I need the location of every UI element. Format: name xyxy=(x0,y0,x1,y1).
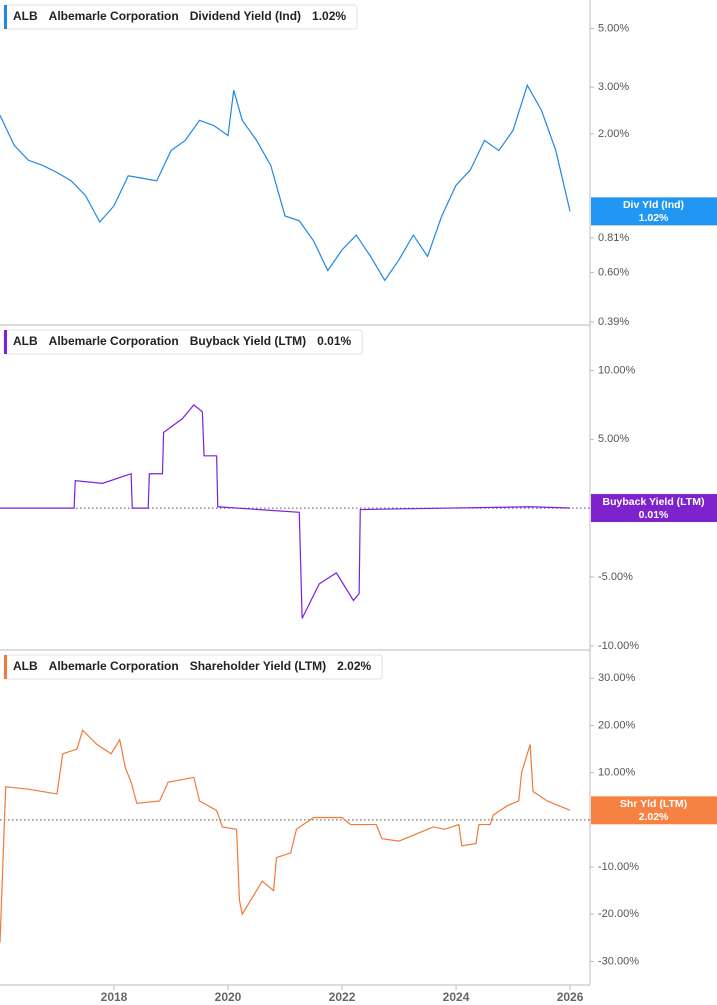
legend-value: 1.02% xyxy=(312,9,346,23)
value-tag-name: Div Yld (Ind) xyxy=(623,199,684,211)
value-tag xyxy=(591,796,717,825)
y-tick-label: 30.00% xyxy=(598,672,636,684)
y-tick-label: -10.00% xyxy=(598,640,639,652)
legend-ticker: ALB xyxy=(13,659,38,673)
y-tick-label: 0.81% xyxy=(598,232,629,244)
x-tick-label: 2024 xyxy=(443,990,470,1004)
legend-ticker: ALB xyxy=(13,9,38,23)
y-tick-label: -10.00% xyxy=(598,861,639,873)
y-tick-label: 10.00% xyxy=(598,767,636,779)
legend-series: Shareholder Yield (LTM) xyxy=(190,659,326,673)
y-tick-label: -5.00% xyxy=(598,571,633,583)
y-tick-label: 20.00% xyxy=(598,719,636,731)
y-tick-label: 0.60% xyxy=(598,266,629,278)
legend-value: 0.01% xyxy=(317,334,351,348)
legend-series: Buyback Yield (LTM) xyxy=(190,334,306,348)
value-tag-value: 2.02% xyxy=(639,811,669,823)
y-tick-label: -30.00% xyxy=(598,955,639,967)
x-tick-label: 2022 xyxy=(329,990,356,1004)
y-tick-label: 3.00% xyxy=(598,81,629,93)
series-line xyxy=(0,83,571,282)
value-tag xyxy=(591,197,717,226)
x-tick-label: 2020 xyxy=(215,990,242,1004)
legend-company: Albemarle Corporation xyxy=(49,659,179,673)
y-tick-label: 0.39% xyxy=(598,316,629,328)
y-tick-label: 5.00% xyxy=(598,433,629,445)
y-tick-label: -20.00% xyxy=(598,908,639,920)
legend-company: Albemarle Corporation xyxy=(49,334,179,348)
legend-swatch xyxy=(4,5,7,29)
legend-value: 2.02% xyxy=(337,659,371,673)
legend-swatch xyxy=(4,330,7,354)
legend-series: Dividend Yield (Ind) xyxy=(190,9,301,23)
value-tag-value: 1.02% xyxy=(639,212,669,224)
legend-ticker: ALB xyxy=(13,334,38,348)
y-tick-label: 10.00% xyxy=(598,364,636,376)
value-tag-value: 0.01% xyxy=(639,509,669,521)
value-tag xyxy=(591,494,717,523)
value-tag-name: Shr Yld (LTM) xyxy=(620,798,687,810)
y-tick-label: 2.00% xyxy=(598,128,629,140)
y-tick-label: 5.00% xyxy=(598,22,629,34)
value-tag-name: Buyback Yield (LTM) xyxy=(603,496,705,508)
x-tick-label: 2026 xyxy=(557,990,584,1004)
legend-company: Albemarle Corporation xyxy=(49,9,179,23)
legend-swatch xyxy=(4,655,7,679)
series-line xyxy=(0,404,571,619)
series-line xyxy=(0,729,571,943)
x-tick-label: 2018 xyxy=(101,990,128,1004)
